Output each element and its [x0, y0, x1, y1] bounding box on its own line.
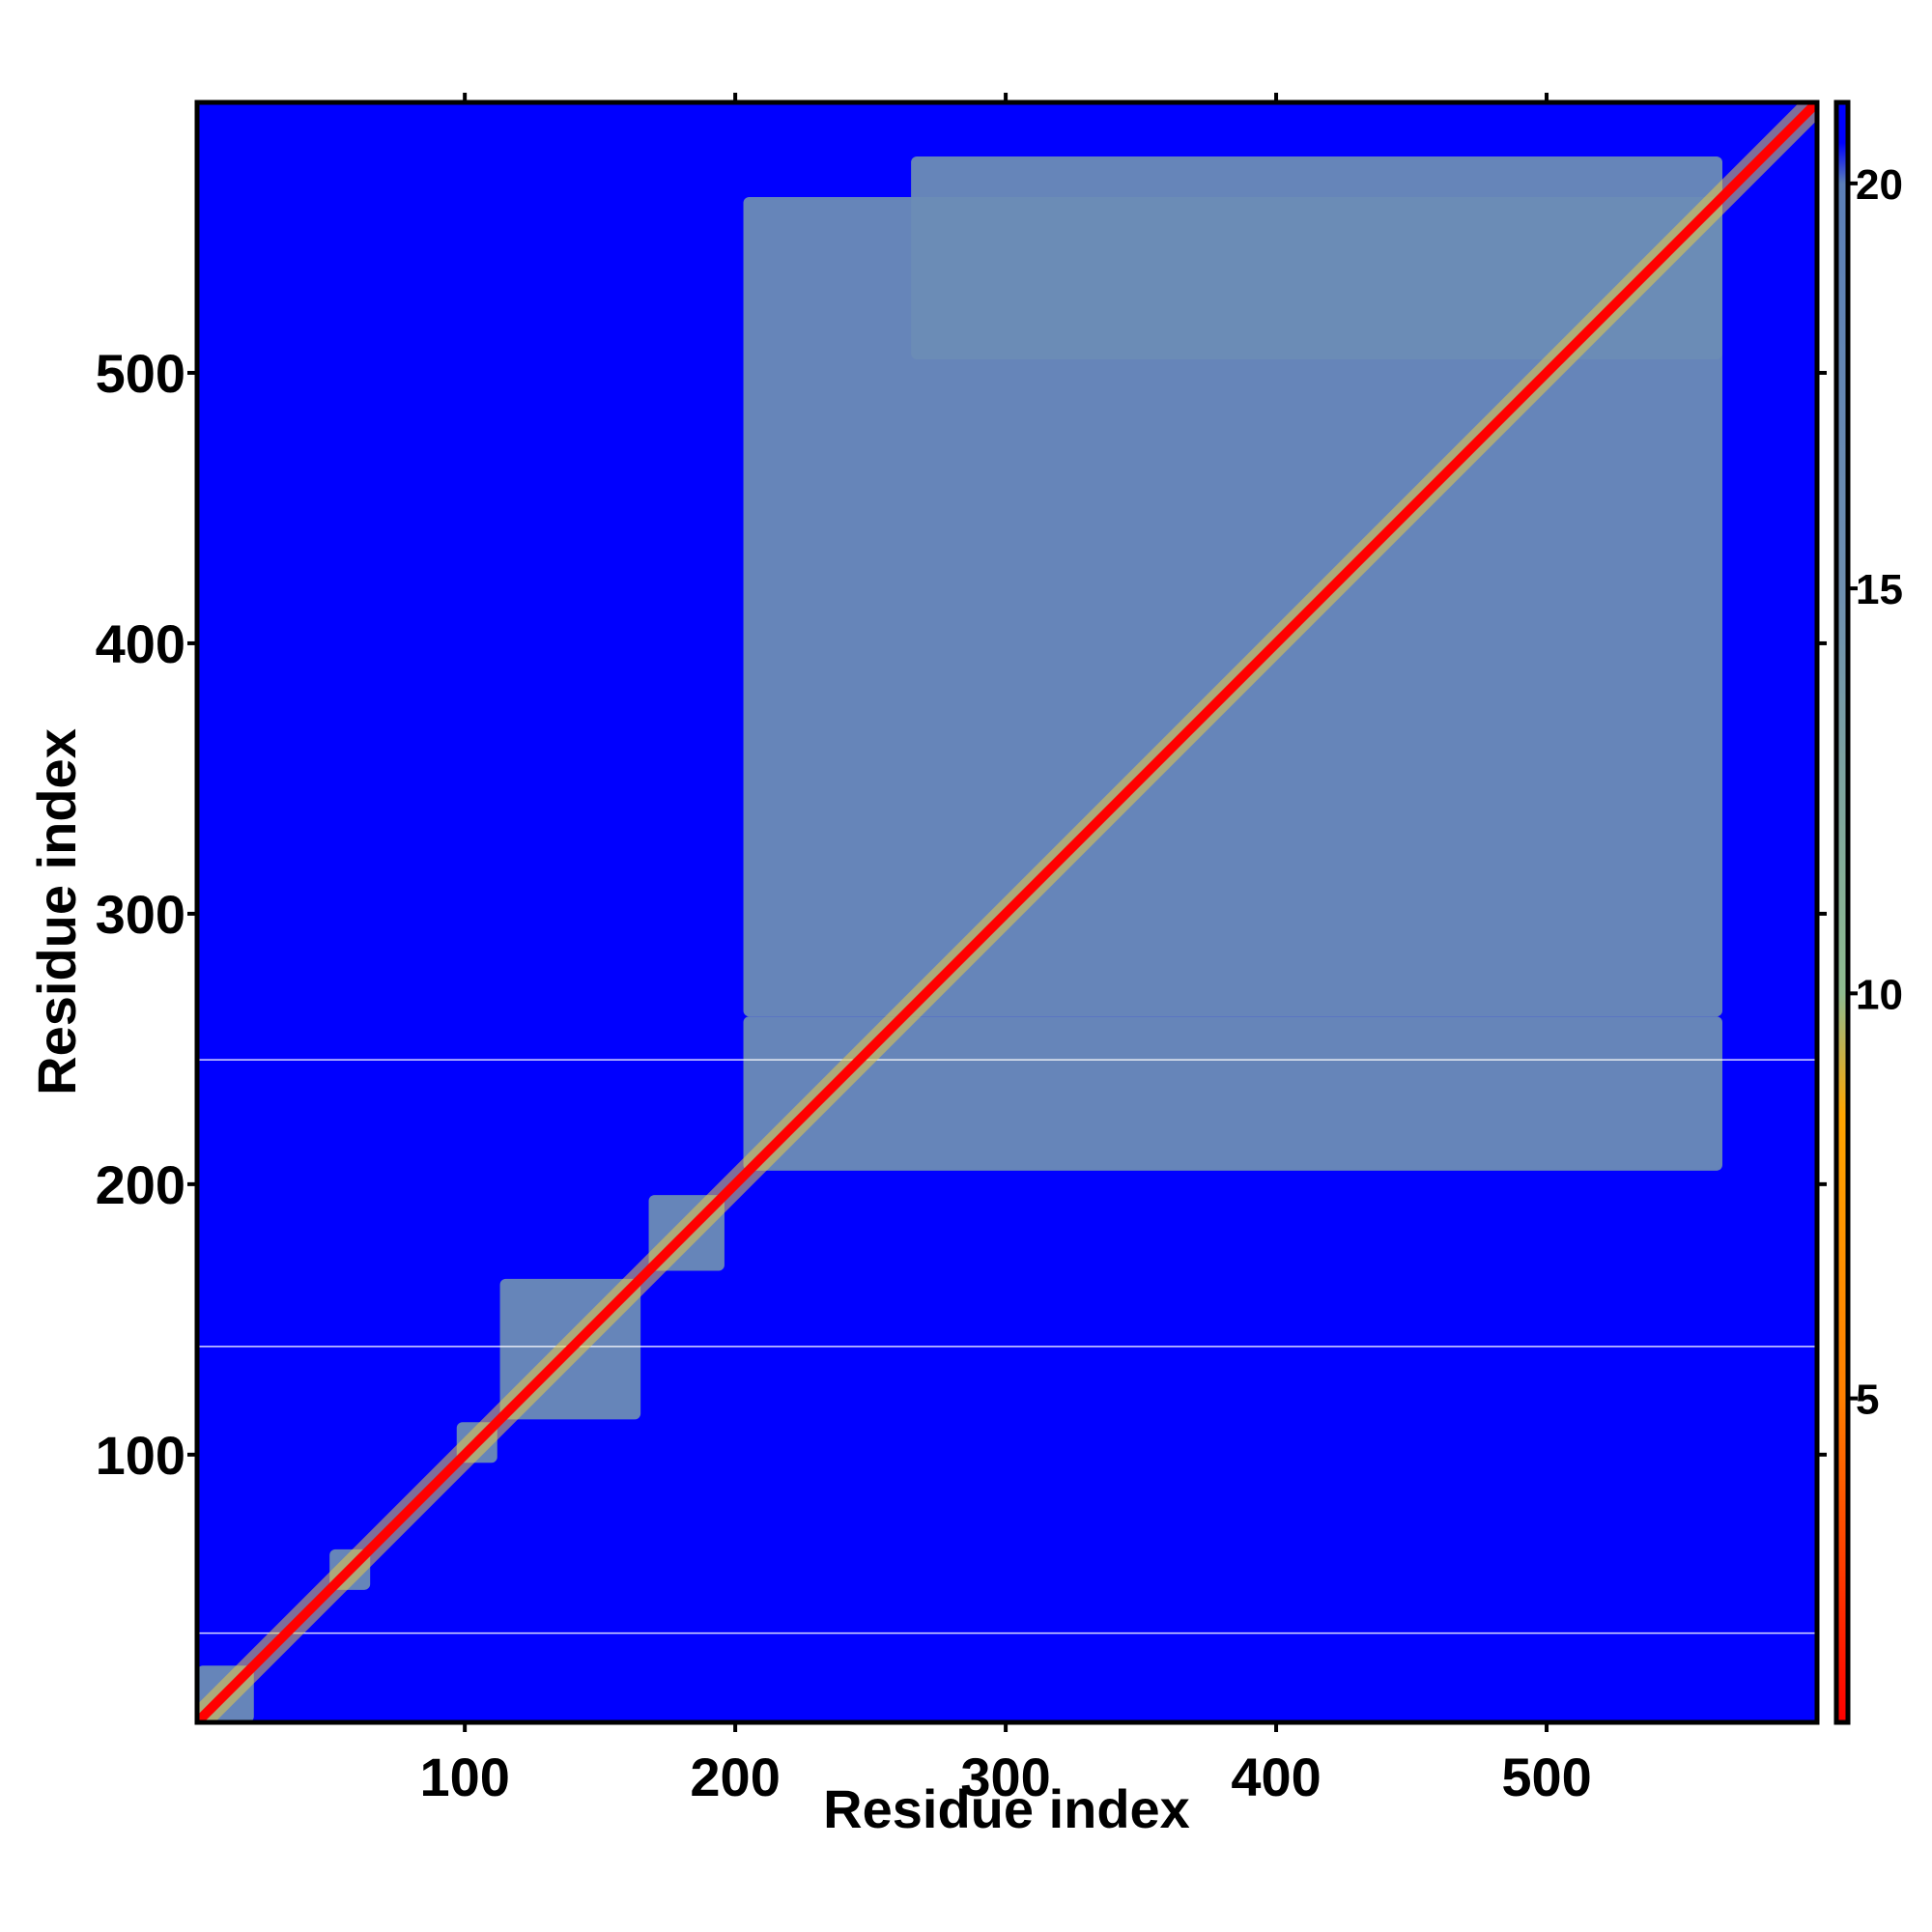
colorbar-ticks: 5 10 15 20 — [1848, 161, 1903, 1424]
y-axis-label: Residue index — [26, 728, 87, 1095]
y-tick-label: 400 — [96, 613, 185, 674]
contact-block-7 — [911, 156, 1723, 359]
x-tick-label: 100 — [419, 1747, 509, 1807]
x-tick-label: 400 — [1231, 1747, 1321, 1807]
contact-blocks — [197, 156, 1723, 1722]
contact-block-6 — [743, 196, 1723, 1017]
heatmap-plot-area — [197, 102, 1817, 1722]
y-tick-label: 500 — [96, 343, 185, 404]
x-tick-label: 300 — [960, 1747, 1050, 1807]
diagonal-band — [197, 102, 1817, 1722]
x-axis-ticks: 100 200 300 400 500 — [419, 93, 1592, 1807]
y-tick-label: 100 — [96, 1425, 185, 1486]
x-axis-label: Residue index — [823, 1778, 1190, 1839]
colorbar-tick-label: 5 — [1856, 1377, 1879, 1424]
colorbar-tick-label: 10 — [1856, 971, 1903, 1018]
y-tick-label: 300 — [96, 884, 185, 945]
contact-block-5 — [743, 1016, 1723, 1171]
colorbar: 5 10 15 20 — [1833, 99, 1903, 1725]
x-tick-label: 200 — [690, 1747, 780, 1807]
x-tick-label: 500 — [1501, 1747, 1591, 1807]
colorbar-gradient — [1833, 99, 1851, 1725]
diagonal-line — [197, 102, 1817, 1722]
y-tick-label: 200 — [96, 1154, 185, 1215]
colorbar-tick-label: 20 — [1856, 161, 1903, 209]
y-axis-ticks: 100 200 300 400 500 — [96, 343, 1827, 1486]
colorbar-tick-label: 15 — [1856, 566, 1903, 613]
separator-lines — [197, 1059, 1817, 1634]
